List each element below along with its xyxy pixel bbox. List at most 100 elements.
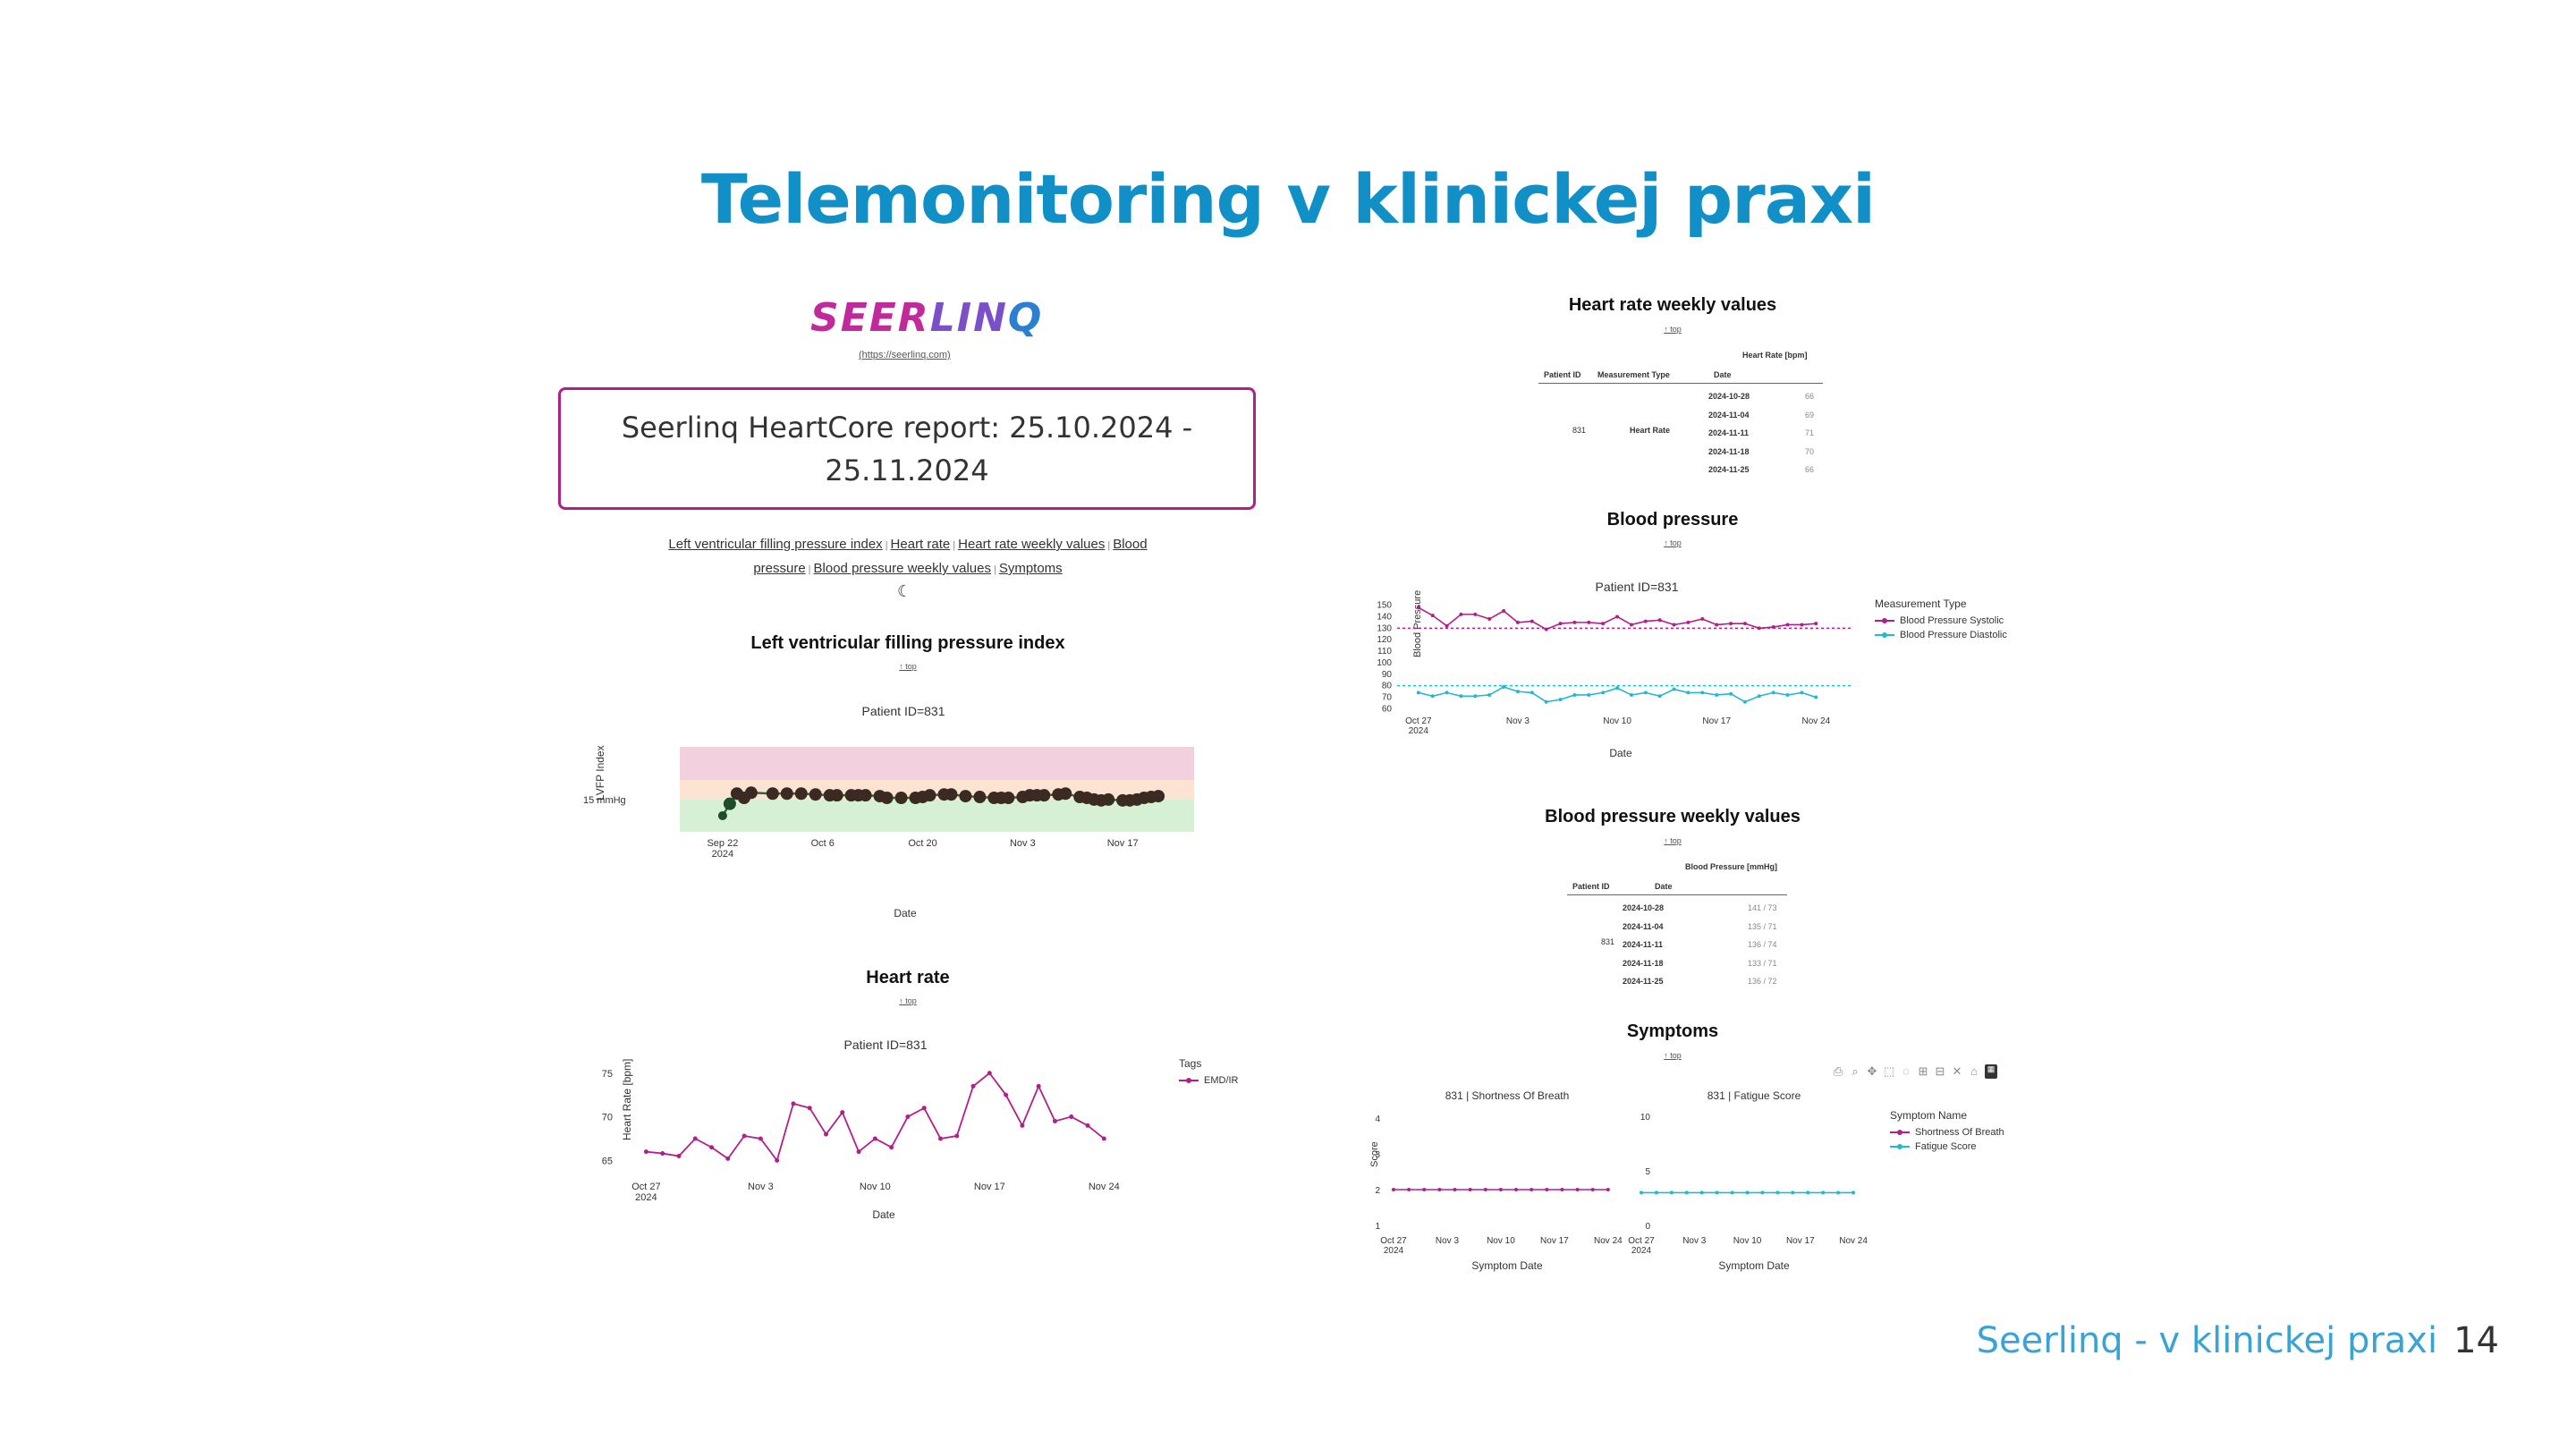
blood-pressure-top-link[interactable]: ↑ top (1664, 538, 1682, 547)
heart-rate-x-axis-label: Date (872, 1208, 895, 1221)
blood-pressure-x-tick-label: Nov 17 (1702, 716, 1731, 726)
lasso-icon[interactable]: ◌ (1902, 1064, 1910, 1078)
slide-title: Telemonitoring v klinickej praxi (700, 159, 1876, 239)
page-number: 14 (2453, 1320, 2499, 1361)
moon-icon[interactable]: ☾ (897, 582, 912, 600)
sob-data-point (1498, 1188, 1503, 1191)
heart-rate-data-point (1085, 1123, 1090, 1128)
systolic-data-point (1686, 620, 1690, 624)
diastolic-data-point (1487, 692, 1492, 697)
table-cell-date: 2024-11-25 (1708, 465, 1750, 474)
lvfp-x-tick-label: Nov 3 (1010, 838, 1036, 849)
symptoms-x-tick-label: Nov 3 (1682, 1236, 1707, 1246)
symptoms-x-tick-label: Oct 27 (1628, 1236, 1655, 1246)
legend-item-fatigue[interactable]: Fatigue Score (1890, 1140, 2004, 1154)
symptoms-x-tick-label: Oct 27 (1380, 1236, 1407, 1246)
heart-rate-data-point (970, 1083, 976, 1089)
sob-data-point (1422, 1188, 1427, 1191)
zoom-icon[interactable]: ⌕ (1852, 1064, 1859, 1078)
legend-swatch (1179, 1078, 1199, 1083)
diastolic-data-point (1700, 691, 1705, 695)
blood-pressure-y-tick-label: 150 (1377, 601, 1392, 611)
toc-link-hr-weekly[interactable]: Heart rate weekly values (958, 537, 1106, 552)
heart-rate-data-point (824, 1131, 829, 1137)
pan-icon[interactable]: ✥ (1867, 1064, 1877, 1078)
table-cell-value: 135 / 71 (1748, 921, 1777, 931)
home-icon[interactable]: ⌂ (1970, 1064, 1978, 1078)
legend-item[interactable]: EMD/IR (1179, 1073, 1239, 1088)
zoom-out-icon[interactable]: ⊟ (1935, 1064, 1945, 1078)
heart-rate-data-point (807, 1106, 812, 1111)
table-cell-date: 2024-11-04 (1623, 921, 1664, 931)
bp-weekly-top-link[interactable]: ↑ top (1664, 836, 1682, 845)
lvfp-y-axis-label: LVFP Index (594, 745, 606, 801)
table-divider (1567, 894, 1787, 895)
lvfp-data-point (923, 789, 936, 802)
table-of-contents: Left ventricular filling pressure index |… (626, 533, 1190, 581)
toc-link-symptoms[interactable]: Symptoms (998, 561, 1063, 576)
autoscale-icon[interactable]: ✕ (1952, 1064, 1962, 1078)
sob-data-point (1575, 1188, 1580, 1191)
symptoms-chart: Score 831 | Shortness Of Breath 831 | Fa… (1369, 1089, 1868, 1272)
report-heading-box: Seerlinq HeartCore report: 25.10.2024 - … (558, 387, 1256, 510)
plotly-logo-icon[interactable]: ▦ (1985, 1064, 1997, 1079)
heart-rate-data-point (660, 1151, 665, 1157)
symptoms-title: Symptoms (1626, 1021, 1719, 1041)
systolic-data-point (1715, 623, 1719, 627)
toc-link-lvfp[interactable]: Left ventricular filling pressure index (668, 537, 883, 552)
legend-item-systolic[interactable]: Blood Pressure Systolic (1875, 614, 2007, 628)
lvfp-data-point (959, 790, 972, 803)
symptoms-top-link[interactable]: ↑ top (1664, 1051, 1682, 1060)
lvfp-data-point (809, 788, 822, 801)
select-icon[interactable]: ⬚ (1883, 1064, 1895, 1078)
diastolic-data-point (1502, 684, 1506, 689)
legend-item-sob[interactable]: Shortness Of Breath (1890, 1125, 2004, 1140)
logo-link[interactable]: (https://seerlinq.com) (859, 350, 951, 360)
hr-weekly-table: Heart Rate [bpm] Patient ID Measurement … (1538, 351, 1825, 485)
toc-link-bp-weekly[interactable]: Blood pressure weekly values (813, 561, 991, 576)
heart-rate-data-point (709, 1145, 715, 1150)
heart-rate-data-point (791, 1101, 796, 1106)
lvfp-top-link[interactable]: ↑ top (899, 662, 917, 671)
heart-rate-data-point (856, 1149, 861, 1155)
sob-data-point (1606, 1188, 1610, 1191)
camera-icon[interactable]: ⎙ (1833, 1064, 1843, 1078)
systolic-data-point (1601, 622, 1606, 626)
lvfp-data-point (1059, 787, 1072, 801)
lvfp-data-point (859, 789, 872, 802)
heart-rate-top-link[interactable]: ↑ top (899, 996, 917, 1005)
heart-rate-x-tick-sublabel: 2024 (635, 1192, 657, 1203)
symptoms-x-tick-label: Nov 17 (1540, 1236, 1569, 1246)
symptoms-x-tick-label: Nov 24 (1839, 1236, 1868, 1246)
diastolic-data-point (1785, 692, 1790, 697)
seerlinq-logo[interactable]: SEERLINQ (810, 295, 1043, 341)
diastolic-data-point (1430, 694, 1435, 699)
legend-swatch (1875, 618, 1894, 623)
systolic-data-point (1757, 626, 1761, 631)
hr-weekly-top-link[interactable]: ↑ top (1664, 325, 1682, 334)
heart-rate-data-point (889, 1145, 894, 1150)
systolic-data-point (1814, 622, 1818, 626)
symptoms-x-axis-label-left: Symptom Date (1471, 1259, 1543, 1272)
fatigue-data-point (1821, 1191, 1826, 1195)
blood-pressure-x-tick-label: Nov 10 (1603, 716, 1631, 726)
systolic-data-point (1700, 617, 1705, 622)
symptoms-x-tick-label: Nov 10 (1487, 1236, 1515, 1246)
heart-rate-x-tick-label: Oct 27 (631, 1182, 660, 1192)
table-cell-value: 136 / 74 (1748, 940, 1777, 949)
heart-rate-data-point (725, 1156, 731, 1161)
fatigue-data-point (1775, 1191, 1780, 1195)
zoom-in-icon[interactable]: ⊞ (1918, 1064, 1928, 1078)
heart-rate-legend: Tags EMD/IR (1179, 1057, 1239, 1088)
legend-item-diastolic[interactable]: Blood Pressure Diastolic (1875, 628, 2007, 642)
toc-link-blood-pressure[interactable]: Blood pressure (753, 537, 1148, 576)
table-cell-value: 71 (1805, 428, 1815, 437)
heart-rate-data-point (1020, 1123, 1025, 1128)
legend-title: Tags (1179, 1057, 1202, 1070)
toc-link-heart-rate[interactable]: Heart rate (890, 537, 951, 552)
footer-brand: Seerlinq - v klinickej praxi (1976, 1320, 2438, 1361)
blood-pressure-y-tick-label: 130 (1377, 623, 1392, 633)
table-cell-value: 66 (1805, 465, 1815, 474)
toc-separator: | (993, 564, 996, 575)
